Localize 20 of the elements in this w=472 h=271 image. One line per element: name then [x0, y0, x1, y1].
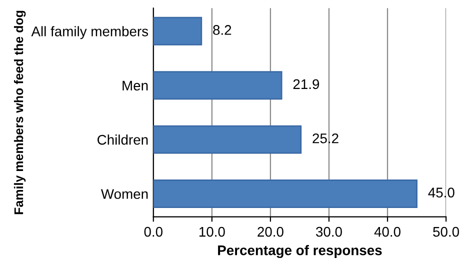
x-tick-label: 20.0 [258, 226, 284, 237]
y-tick-label: Women [100, 189, 148, 199]
data-label: 8.2 [213, 25, 232, 35]
y-tick-label: Men [122, 80, 148, 91]
bar [153, 16, 202, 46]
x-tick-label: 10.0 [199, 226, 225, 237]
y-tick-label: All family members [31, 26, 148, 40]
bar [153, 180, 418, 208]
data-label: 21.9 [293, 79, 320, 90]
x-tick-label: 0.0 [144, 226, 163, 237]
bar [153, 71, 282, 100]
x-tick-label: 50.0 [433, 226, 460, 237]
x-axis-title: Percentage of responses [218, 245, 382, 258]
x-tick-label: 30.0 [316, 226, 342, 237]
y-tick-label: Children [98, 134, 148, 145]
data-label: 25.2 [312, 133, 338, 144]
y-axis-title: Family members who feed the dog [14, 10, 26, 214]
bar [153, 125, 302, 154]
x-tick-label: 40.0 [374, 226, 400, 237]
data-label: 45.0 [428, 188, 454, 198]
